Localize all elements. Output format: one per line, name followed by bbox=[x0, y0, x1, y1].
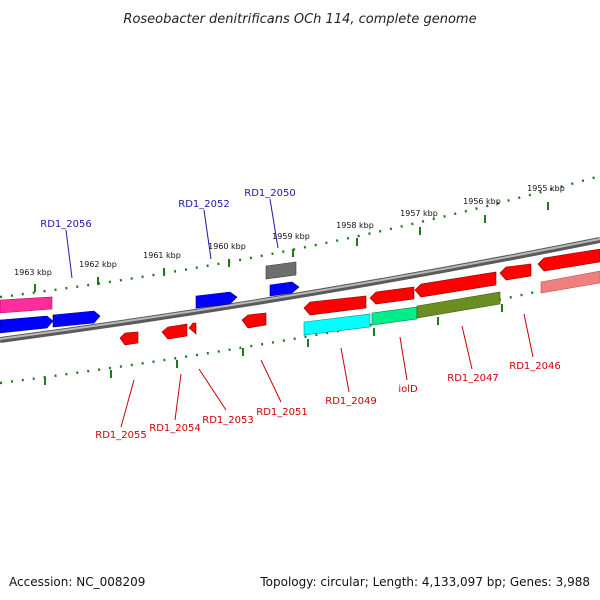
accession-text: Accession: NC_008209 bbox=[9, 575, 145, 589]
scale-label: 1960 kbp bbox=[208, 242, 246, 251]
gene-arrow[interactable] bbox=[537, 248, 600, 272]
gene-arrow[interactable] bbox=[414, 271, 497, 298]
map-title: Roseobacter denitrificans OCh 114, compl… bbox=[123, 12, 476, 27]
scale-label: 1956 kbp bbox=[463, 197, 501, 206]
leader-lines-bottom bbox=[120, 313, 534, 428]
gene-arrow[interactable] bbox=[416, 291, 501, 319]
gene-arrow[interactable] bbox=[499, 263, 532, 281]
gene-arrow[interactable] bbox=[540, 270, 600, 294]
gene-arrow[interactable] bbox=[265, 261, 297, 280]
leader-lines-top bbox=[65, 198, 279, 279]
gene-label[interactable]: RD1_2051 bbox=[256, 407, 307, 418]
gene-arrow[interactable] bbox=[0, 296, 53, 314]
gene-label[interactable]: RD1_2046 bbox=[509, 361, 560, 372]
inner-major-ticks bbox=[44, 304, 503, 385]
forward-genes bbox=[0, 261, 300, 334]
gene-label[interactable]: RD1_2047 bbox=[447, 373, 498, 384]
gene-arrow[interactable] bbox=[369, 286, 415, 305]
gene-arrow[interactable] bbox=[161, 323, 188, 340]
scale-label: 1961 kbp bbox=[143, 251, 181, 260]
gene-labels-top: RD1_2056 RD1_2052 RD1_2050 bbox=[40, 188, 295, 230]
scale-label: 1962 kbp bbox=[79, 260, 117, 269]
chromosome-backbone bbox=[0, 237, 600, 343]
gene-arrow[interactable] bbox=[52, 310, 101, 328]
gene-label[interactable]: RD1_2050 bbox=[244, 188, 295, 199]
gene-label[interactable]: iolD bbox=[398, 384, 418, 395]
scale-label: 1963 kbp bbox=[14, 268, 52, 277]
reverse-genes-small bbox=[119, 312, 267, 346]
scale-label: 1958 kbp bbox=[336, 221, 374, 230]
gene-arrow[interactable] bbox=[241, 312, 267, 329]
gene-label[interactable]: RD1_2054 bbox=[149, 423, 200, 434]
scale-label: 1957 kbp bbox=[400, 209, 438, 218]
gene-arrow[interactable] bbox=[0, 315, 54, 334]
gene-arrow[interactable] bbox=[371, 306, 418, 326]
gene-label[interactable]: RD1_2053 bbox=[202, 415, 253, 426]
gene-arrow[interactable] bbox=[119, 331, 139, 346]
reverse-genes bbox=[303, 248, 600, 336]
gene-arrow[interactable] bbox=[269, 281, 300, 297]
gene-label[interactable]: RD1_2056 bbox=[40, 219, 91, 230]
scale-label: 1955 kbp bbox=[527, 184, 565, 193]
gene-arrow[interactable] bbox=[303, 295, 367, 316]
outer-major-ticks bbox=[34, 202, 549, 292]
gene-labels-bottom: RD1_2055 RD1_2054 RD1_2053 RD1_2051 RD1_… bbox=[95, 361, 560, 441]
scale-labels: 1955 kbp 1956 kbp 1957 kbp 1958 kbp 1959… bbox=[14, 184, 565, 277]
gene-label[interactable]: RD1_2055 bbox=[95, 430, 146, 441]
gene-arrow[interactable] bbox=[303, 313, 371, 336]
gene-label[interactable]: RD1_2052 bbox=[178, 199, 229, 210]
gene-arrow[interactable] bbox=[188, 322, 197, 335]
genome-summary-text: Topology: circular; Length: 4,133,097 bp… bbox=[259, 575, 590, 589]
gene-arrow[interactable] bbox=[195, 291, 238, 309]
scale-label: 1959 kbp bbox=[272, 232, 310, 241]
gene-label[interactable]: RD1_2049 bbox=[325, 396, 376, 407]
